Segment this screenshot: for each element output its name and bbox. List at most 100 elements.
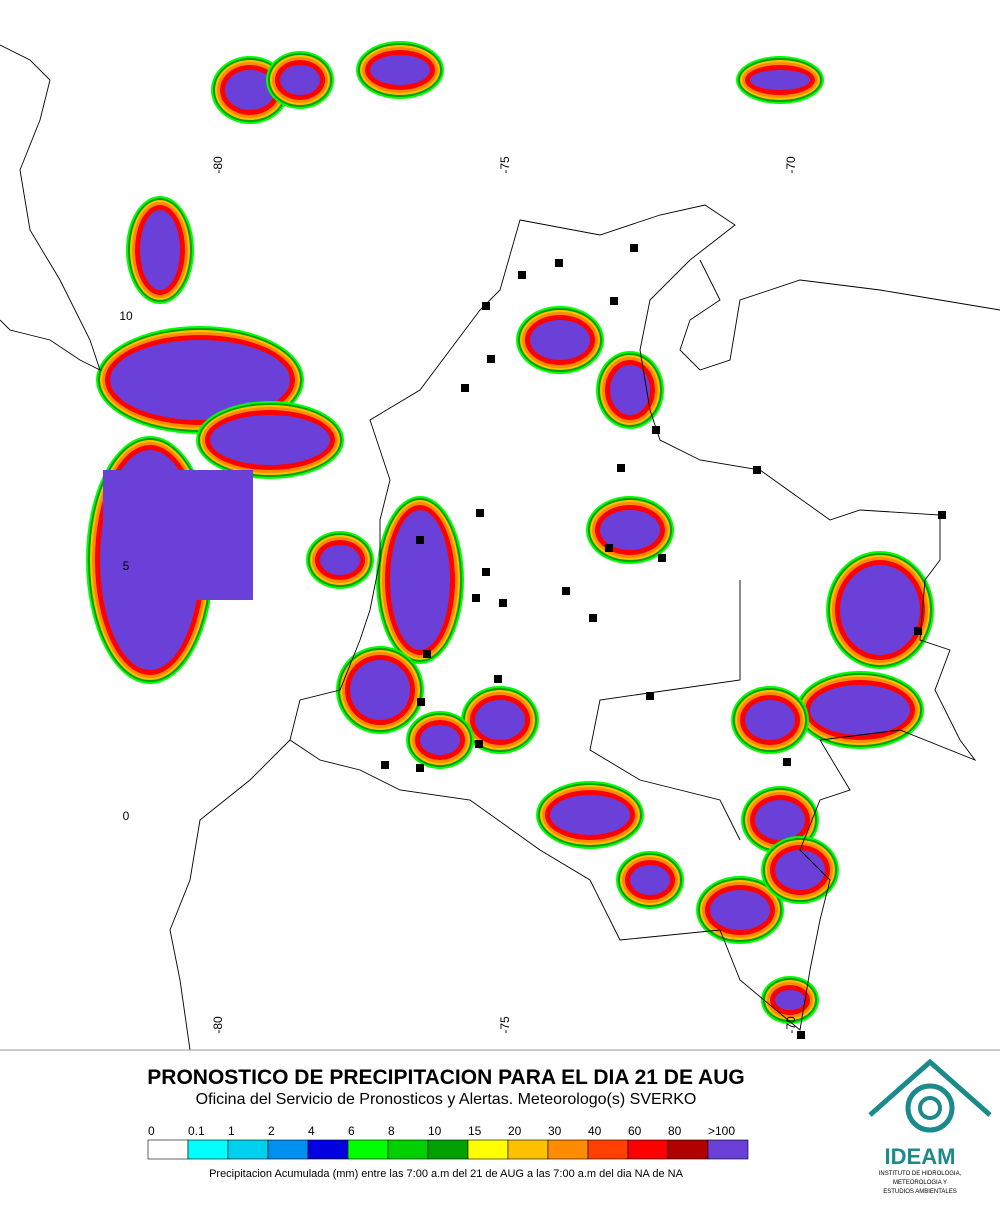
legend-swatch — [387, 1139, 429, 1160]
station — [658, 554, 666, 562]
footnote: Precipitacion Acumulada (mm) entre las 7… — [209, 1168, 684, 1180]
rain-area — [350, 660, 410, 720]
lon-label: -80 — [211, 1016, 225, 1034]
legend-label: 0.1 — [188, 1124, 205, 1138]
stations — [381, 244, 946, 1039]
station — [482, 568, 490, 576]
subtitle: Oficina del Servicio de Pronosticos y Al… — [196, 1091, 697, 1108]
station — [417, 698, 425, 706]
legend-label: 8 — [388, 1124, 395, 1138]
lon-label: -80 — [211, 156, 225, 174]
station — [423, 650, 431, 658]
title: PRONOSTICO DE PRECIPITACION PARA EL DIA … — [147, 1066, 744, 1089]
logo-line: INSTITUTO DE HIDROLOGIA, — [879, 1171, 962, 1177]
lat-label: 5 — [123, 559, 130, 573]
rain-area — [390, 510, 450, 650]
legend-label: >100 — [708, 1124, 735, 1138]
rain-area — [103, 470, 253, 600]
station — [938, 511, 946, 519]
rain-area — [775, 990, 805, 1010]
lat-label: 0 — [123, 809, 130, 823]
legend-swatch — [707, 1139, 749, 1160]
legend-label: 80 — [668, 1124, 682, 1138]
station — [562, 587, 570, 595]
station — [753, 466, 761, 474]
lon-label: -75 — [498, 156, 512, 174]
legend-swatch — [667, 1139, 709, 1160]
station — [482, 302, 490, 310]
internal-border — [589, 580, 741, 841]
logo-roof — [868, 1058, 992, 1117]
legend-swatch — [427, 1139, 469, 1160]
logo-spiral — [905, 1083, 955, 1133]
station — [589, 614, 597, 622]
rain-area — [110, 340, 290, 420]
station — [476, 509, 484, 517]
legend-label: 20 — [508, 1124, 522, 1138]
legend-swatch — [307, 1139, 349, 1160]
legend: 0 0.1 1 2 4 6 8 10 15 20 30 40 60 80 >100 — [147, 1124, 749, 1160]
rain-area — [420, 725, 460, 755]
station — [494, 675, 502, 683]
rain-area — [600, 510, 660, 550]
legend-swatch — [507, 1139, 549, 1160]
coastlines — [0, 44, 1000, 1051]
rain-area — [630, 865, 670, 895]
station — [617, 464, 625, 472]
station — [416, 764, 424, 772]
grid-labels: -80 -75 -70 -80 -75 -70 10 5 0 — [119, 156, 798, 1034]
coast-venezuela — [679, 259, 1000, 371]
legend-label: 4 — [308, 1124, 315, 1138]
station — [605, 544, 613, 552]
rain-area — [840, 565, 920, 655]
rain-area — [745, 700, 795, 740]
precipitation-field — [86, 41, 934, 1024]
legend-swatch — [267, 1139, 309, 1160]
lon-label: -70 — [784, 156, 798, 174]
legend-label: 30 — [548, 1124, 562, 1138]
legend-label: 10 — [428, 1124, 442, 1138]
station — [461, 384, 469, 392]
logo: IDEAM INSTITUTO DE HIDROLOGIA, METEOROLO… — [868, 1058, 992, 1195]
station — [499, 599, 507, 607]
rain-area — [530, 320, 590, 360]
rain-area — [370, 55, 430, 85]
rain-area — [550, 795, 630, 835]
rain-area — [750, 70, 810, 90]
rain-area — [320, 545, 360, 575]
station — [555, 259, 563, 267]
rain-area — [810, 685, 910, 735]
coast-ecuador — [169, 739, 291, 1051]
coast-central-america — [0, 44, 101, 371]
legend-label: 15 — [468, 1124, 482, 1138]
logo-spiral-inner — [918, 1096, 942, 1120]
rain-area — [210, 415, 330, 465]
station — [646, 692, 654, 700]
country-outline — [289, 204, 977, 1031]
station — [472, 594, 480, 602]
legend-label: 40 — [588, 1124, 602, 1138]
legend-swatch — [587, 1139, 629, 1160]
station — [914, 627, 922, 635]
legend-swatch — [347, 1139, 389, 1160]
station — [652, 426, 660, 434]
lon-label: -75 — [498, 1016, 512, 1034]
legend-swatch — [627, 1139, 669, 1160]
rain-area — [475, 700, 525, 740]
rain-area — [755, 800, 805, 840]
station — [610, 297, 618, 305]
station — [630, 244, 638, 252]
legend-label: 6 — [348, 1124, 355, 1138]
station — [381, 761, 389, 769]
lat-label: 10 — [119, 309, 133, 323]
logo-line: METEOROLOGIA Y — [893, 1180, 947, 1186]
legend-swatch — [147, 1139, 189, 1160]
legend-label: 60 — [628, 1124, 642, 1138]
logo-name: IDEAM — [885, 1144, 956, 1169]
station — [518, 271, 526, 279]
station — [416, 536, 424, 544]
logo-line: ESTUDIOS AMBIENTALES — [883, 1189, 957, 1195]
legend-swatch — [547, 1139, 589, 1160]
